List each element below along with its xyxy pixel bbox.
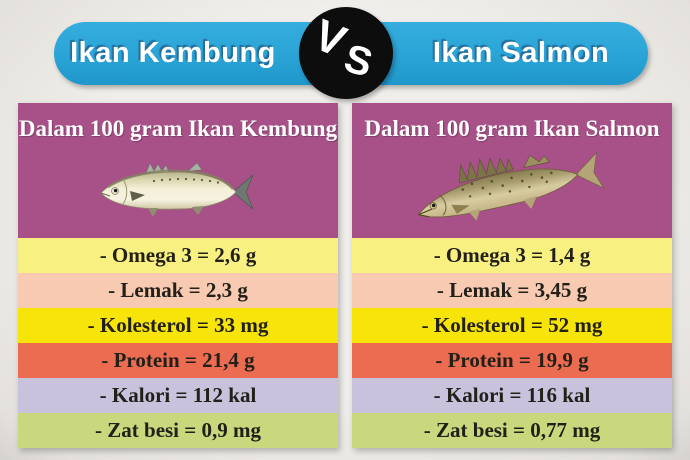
nutrition-row-kalori: - Kalori = 116 kal	[352, 378, 672, 413]
nutrition-row-lemak: - Lemak = 2,3 g	[18, 273, 338, 308]
salmon-panel-header: Dalam 100 gram Ikan Salmon	[352, 103, 672, 238]
mackerel-fish-icon	[100, 162, 254, 217]
nutrition-row-protein: - Protein = 21,4 g	[18, 343, 338, 378]
vs-badge: V S	[299, 7, 393, 99]
nutrition-row-kolesterol: - Kolesterol = 33 mg	[18, 308, 338, 343]
salmon-panel-title: Dalam 100 gram Ikan Salmon	[364, 116, 660, 141]
kembung-panel: Dalam 100 gram Ikan Kembung	[18, 103, 338, 448]
salmon-fish-icon	[417, 151, 605, 221]
salmon-panel: Dalam 100 gram Ikan Salmon	[352, 103, 672, 448]
right-fish-title: Ikan Salmon	[432, 37, 610, 69]
nutrition-row-lemak: - Lemak = 3,45 g	[352, 273, 672, 308]
kembung-panel-title: Dalam 100 gram Ikan Kembung	[18, 116, 338, 141]
vs-letter-s: S	[339, 36, 378, 86]
left-fish-title: Ikan Kembung	[70, 37, 276, 69]
nutrition-row-zatbesi: - Zat besi = 0,9 mg	[18, 413, 338, 448]
nutrition-row-protein: - Protein = 19,9 g	[352, 343, 672, 378]
nutrition-row-kolesterol: - Kolesterol = 52 mg	[352, 308, 672, 343]
nutrition-row-kalori: - Kalori = 112 kal	[18, 378, 338, 413]
nutrition-row-omega3: - Omega 3 = 1,4 g	[352, 238, 672, 273]
nutrition-row-omega3: - Omega 3 = 2,6 g	[18, 238, 338, 273]
kembung-panel-header: Dalam 100 gram Ikan Kembung	[18, 103, 338, 238]
nutrition-row-zatbesi: - Zat besi = 0,77 mg	[352, 413, 672, 448]
